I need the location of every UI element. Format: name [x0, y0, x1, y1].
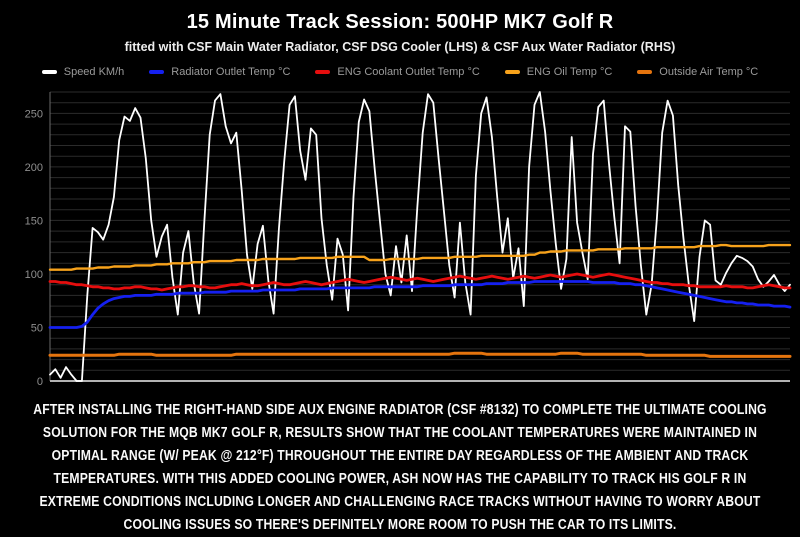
page-title: 15 Minute Track Session: 500HP MK7 Golf … — [186, 11, 614, 33]
legend-label: Radiator Outlet Temp °C — [171, 66, 291, 78]
y-tick-labels: 0 50 100 150 200 250 — [25, 108, 43, 388]
track-session-chart: 0 50 100 150 200 250 — [25, 91, 792, 388]
y-tick-label: 100 — [25, 269, 43, 281]
legend-item-radiator-outlet-temp-c: Radiator Outlet Temp °C — [149, 66, 290, 78]
series-line-speed-km-h — [49, 91, 791, 382]
legend-swatch-icon — [504, 70, 520, 74]
legend-label: ENG Coolant Outlet Temp °C — [337, 66, 480, 78]
y-tick-label: 200 — [25, 162, 43, 174]
y-tick-label: 150 — [25, 215, 43, 227]
y-tick-label: 250 — [25, 108, 43, 120]
series-line-eng-coolant-outlet-temp-c — [48, 272, 792, 292]
series-lines — [48, 91, 792, 382]
legend-label: Outside Air Temp °C — [659, 66, 759, 78]
axes — [49, 92, 790, 382]
legend-label: Speed KM/h — [63, 66, 125, 78]
legend-swatch-icon — [41, 70, 57, 74]
caption-text: After installing the right-hand side aux… — [33, 402, 767, 533]
series-line-radiator-outlet-temp-c — [48, 280, 792, 329]
legend-item-outside-air-temp-c: Outside Air Temp °C — [637, 66, 758, 78]
legend-item-eng-coolant-outlet-temp-c: ENG Coolant Outlet Temp °C — [315, 66, 480, 78]
legend-swatch-icon — [637, 70, 653, 74]
legend-label: ENG Oil Temp °C — [526, 66, 613, 78]
page-subtitle: fitted with CSF Main Water Radiator, CSF… — [124, 40, 676, 54]
legend-swatch-icon — [149, 70, 165, 74]
legend-swatch-icon — [315, 70, 331, 74]
legend-item-speed-km-h: Speed KM/h — [41, 66, 125, 78]
y-tick-label: 50 — [31, 323, 43, 335]
series-line-eng-oil-temp-c — [48, 243, 792, 271]
y-tick-label: 0 — [37, 376, 43, 388]
chart-legend: Speed KM/h Radiator Outlet Temp °C ENG Coo… — [0, 66, 800, 78]
legend-item-eng-oil-temp-c: ENG Oil Temp °C — [504, 66, 613, 78]
series-line-outside-air-temp-c — [48, 351, 792, 358]
